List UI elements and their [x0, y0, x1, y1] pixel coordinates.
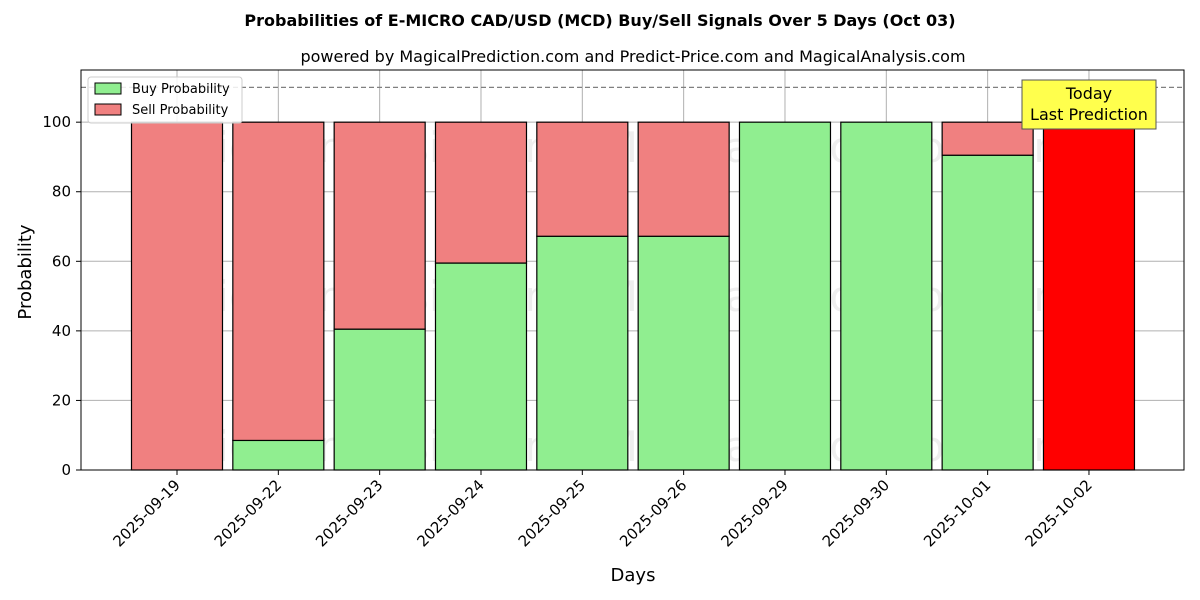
- bar-sell: [941, 121, 1034, 156]
- legend-sell-swatch: [94, 103, 122, 116]
- x-axis-ticks: 2025-09-19 2025-09-22 2025-09-23 2025-09-24…: [109, 470, 1096, 550]
- bars-layer: [130, 121, 1136, 471]
- x-tick-label: 2025-10-02: [1021, 476, 1095, 550]
- bar-buy: [232, 439, 325, 471]
- chart-title: Probabilities of E-MICRO CAD/USD (MCD) B…: [244, 11, 955, 30]
- bar-buy: [840, 121, 933, 471]
- bar-sell: [536, 121, 629, 237]
- bar-buy: [637, 235, 730, 471]
- legend-sell-label: Sell Probability: [132, 103, 229, 118]
- annotation-box: [1021, 79, 1157, 130]
- legend-buy-swatch: [94, 82, 122, 95]
- bar-sell: [130, 121, 224, 471]
- x-axis-label: Days: [611, 565, 656, 586]
- x-tick-label: 2025-09-29: [717, 476, 791, 550]
- legend-box: [87, 76, 243, 124]
- y-axis-label: Probability: [15, 224, 36, 319]
- y-tick-label: 100: [42, 113, 71, 131]
- x-tick-label: 2025-09-24: [413, 476, 487, 550]
- bar-buy: [333, 328, 426, 471]
- bar-buy: [434, 262, 528, 471]
- y-tick-label: 20: [52, 391, 71, 409]
- bar-sell: [333, 121, 426, 330]
- x-tick-label: 2025-09-23: [312, 476, 386, 550]
- legend-buy-label: Buy Probability: [132, 82, 230, 97]
- x-tick-label: 2025-09-30: [819, 476, 893, 550]
- today-annotation: Today Last Prediction: [1021, 79, 1157, 130]
- bar-sell: [1042, 121, 1136, 471]
- legend: Buy Probability Sell Probability: [87, 76, 243, 124]
- bar-buy: [738, 121, 832, 471]
- annotation-line-2: Last Prediction: [1030, 105, 1148, 124]
- plot-frame: [80, 69, 1185, 471]
- y-tick-label: 0: [61, 461, 71, 479]
- x-tick-label: 2025-09-19: [109, 476, 183, 550]
- bar-sell: [637, 121, 730, 237]
- x-tick-label: 2025-09-25: [515, 476, 589, 550]
- y-axis-ticks: 0 20 40 60 80 100: [42, 113, 81, 479]
- y-tick-label: 40: [52, 322, 71, 340]
- x-tick-label: 2025-09-22: [211, 476, 285, 550]
- y-tick-label: 80: [52, 183, 71, 201]
- chart-subtitle: powered by MagicalPrediction.com and Pre…: [300, 47, 965, 66]
- y-tick-label: 60: [52, 252, 71, 270]
- annotation-line-1: Today: [1065, 84, 1112, 103]
- x-tick-label: 2025-09-26: [616, 476, 690, 550]
- x-tick-label: 2025-10-01: [920, 476, 994, 550]
- bar-sell: [232, 121, 325, 442]
- bar-sell: [434, 121, 528, 264]
- bar-buy: [536, 235, 629, 471]
- bar-buy: [941, 154, 1034, 471]
